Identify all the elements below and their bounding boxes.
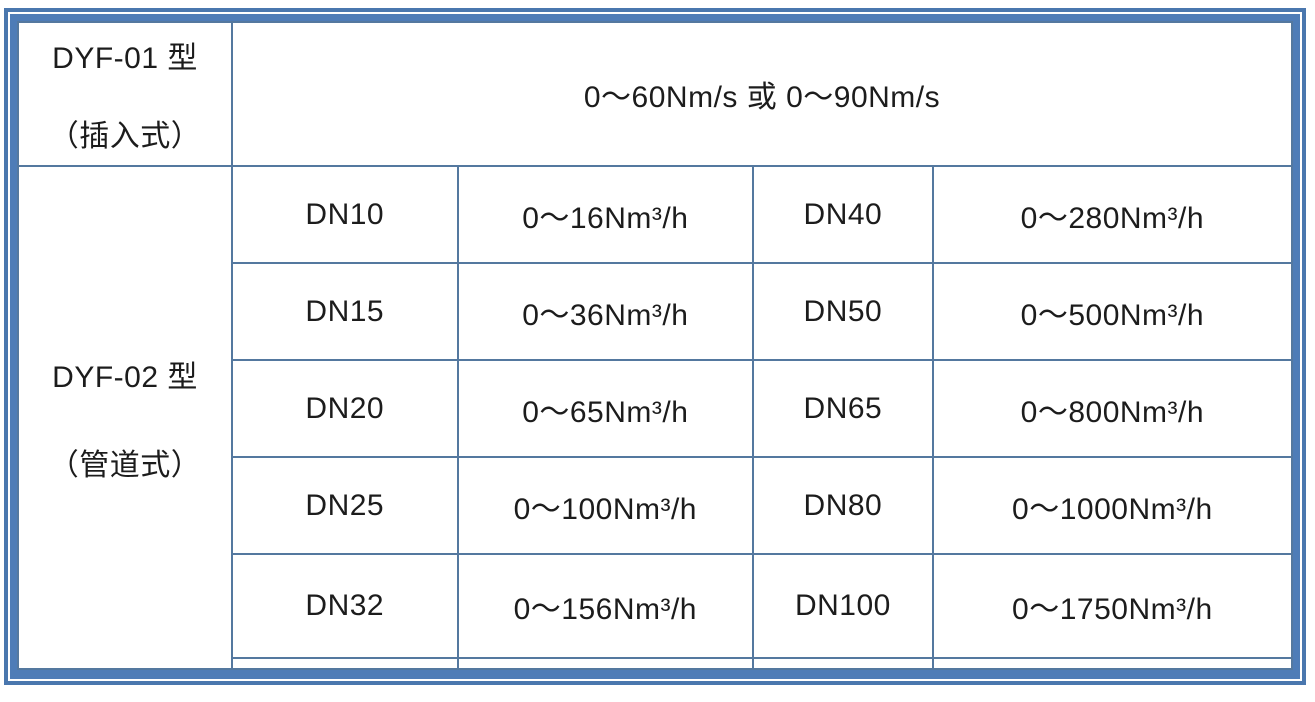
flow-range-cell: 0～1750Nm³/h <box>931 553 1294 659</box>
model-name: DYF-02 型 <box>52 360 198 394</box>
dn-cell: DN80 <box>752 456 934 555</box>
flow-range-cell: 0～280Nm³/h <box>931 165 1294 264</box>
model-cell-dyf02: DYF-02 型 （管道式） <box>16 165 234 670</box>
partial-cell <box>752 657 934 670</box>
model-label-group: DYF-02 型 （管道式） <box>20 352 230 484</box>
dn-cell: DN100 <box>752 553 934 659</box>
dn-cell: DN25 <box>231 456 459 555</box>
partial-cell <box>931 657 1294 670</box>
table-row: DYF-02 型 （管道式） DN10 0～16Nm³/h DN40 0～280… <box>16 165 1294 670</box>
model-variant: （管道式） <box>48 448 202 482</box>
flow-range-cell: 0～1000Nm³/h <box>931 456 1294 555</box>
model-label-group: DYF-01 型 （插入式） <box>20 33 230 155</box>
flow-range-cell: 0～16Nm³/h <box>456 165 755 264</box>
dn-cell: DN10 <box>231 165 459 264</box>
dn-cell: DN15 <box>231 262 459 361</box>
spec-table-inner-frame: DYF-01 型 （插入式） 0～60Nm/s 或 0～90Nm/s DYF-0… <box>10 14 1300 679</box>
model-name: DYF-01 型 <box>52 42 198 75</box>
partial-cell <box>231 657 459 670</box>
dn-cell: DN20 <box>231 359 459 458</box>
table-row: DN32 0～156Nm³/h DN100 0～1750Nm³/h <box>18 553 1294 659</box>
dn-cell: DN32 <box>231 553 459 659</box>
flow-range-cell: 0～500Nm³/h <box>931 262 1294 361</box>
table-row: DN25 0～100Nm³/h DN80 0～1000Nm³/h <box>18 456 1294 555</box>
model-variant: （插入式） <box>48 120 202 153</box>
table-row: DN15 0～36Nm³/h DN50 0～500Nm³/h <box>18 262 1294 361</box>
flow-range-cell: 0～65Nm³/h <box>456 359 755 458</box>
partial-cell <box>456 657 755 670</box>
dn-cell: DN65 <box>752 359 934 458</box>
flow-range-cell: 0～36Nm³/h <box>456 262 755 361</box>
dn-cell: DN40 <box>752 165 934 264</box>
flow-range-cell: 0～800Nm³/h <box>931 359 1294 458</box>
spec-table-outer-frame: DYF-01 型 （插入式） 0～60Nm/s 或 0～90Nm/s DYF-0… <box>4 8 1306 685</box>
flow-range-cell: 0～156Nm³/h <box>456 553 755 659</box>
flow-range-spec-table: DYF-01 型 （插入式） 0～60Nm/s 或 0～90Nm/s DYF-0… <box>16 21 1294 670</box>
table-row: DN20 0～65Nm³/h DN65 0～800Nm³/h <box>18 359 1294 458</box>
dn-cell: DN50 <box>752 262 934 361</box>
velocity-range-cell: 0～60Nm/s 或 0～90Nm/s <box>231 21 1293 167</box>
flow-range-cell: 0～100Nm³/h <box>456 456 755 555</box>
table-row-partial <box>18 657 1294 670</box>
model-cell-dyf01: DYF-01 型 （插入式） <box>16 21 234 167</box>
table-row-dyf01: DYF-01 型 （插入式） 0～60Nm/s 或 0～90Nm/s <box>16 21 1293 167</box>
